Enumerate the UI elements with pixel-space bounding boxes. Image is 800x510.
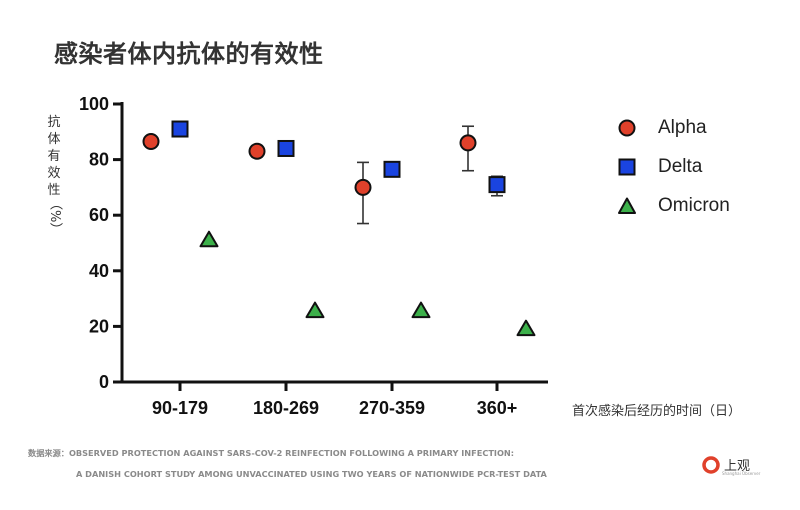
x-tick-label: 360+ [477,398,518,418]
chart-plot: 0 20 40 60 80 100 90-179 180-269 270-359 360+ [79,94,548,418]
y-axis-unit: （%） [47,197,62,236]
x-tick-label: 90-179 [152,398,208,418]
logo-subtitle: Shanghai Observer [722,471,761,476]
y-tick-label: 40 [89,261,109,281]
x-axis-label: 首次感染后经历的时间（日） [572,404,742,419]
legend-label: Omicron [658,194,730,216]
data-point-omicron [411,301,431,319]
source-note: 数据来源：OBSERVED PROTECTION AGAINST SARS-CO… [28,448,515,458]
data-point-alpha [354,178,372,196]
logo-icon [702,455,720,474]
legend-item-delta: Delta [612,147,730,186]
source-note-line2: A DANISH COHORT STUDY AMONG UNVACCINATED… [76,469,547,479]
triangle-marker-icon [612,196,642,216]
data-point-alpha [142,133,160,151]
x-tick-label: 180-269 [253,398,319,418]
data-point-delta [277,139,295,157]
data-point-delta [383,160,401,178]
square-marker-icon [612,157,642,177]
data-point-delta [171,120,189,138]
y-tick-label: 100 [79,94,109,114]
y-axis-label: 抗体有效性 [47,115,61,198]
circle-marker-icon [612,118,642,138]
logo: 上观 Shanghai Observer [702,455,760,476]
y-tick-label: 20 [89,316,109,336]
legend: Alpha Delta Omicron [612,108,730,225]
data-point-alpha [248,142,266,160]
data-point-omicron [305,301,325,319]
logo-text: 上观 [724,459,751,474]
data-point-omicron [199,230,219,248]
chart-title: 感染者体内抗体的有效性 [54,40,324,68]
legend-item-omicron: Omicron [612,186,730,225]
y-tick-label: 0 [99,372,109,392]
data-point-delta [488,176,506,194]
y-tick-label: 60 [89,205,109,225]
legend-label: Delta [658,155,703,177]
x-tick-label: 270-359 [359,398,425,418]
legend-label: Alpha [658,116,707,138]
data-point-omicron [516,319,536,337]
y-tick-label: 80 [89,150,109,170]
data-point-alpha [459,134,477,152]
legend-item-alpha: Alpha [612,108,730,147]
